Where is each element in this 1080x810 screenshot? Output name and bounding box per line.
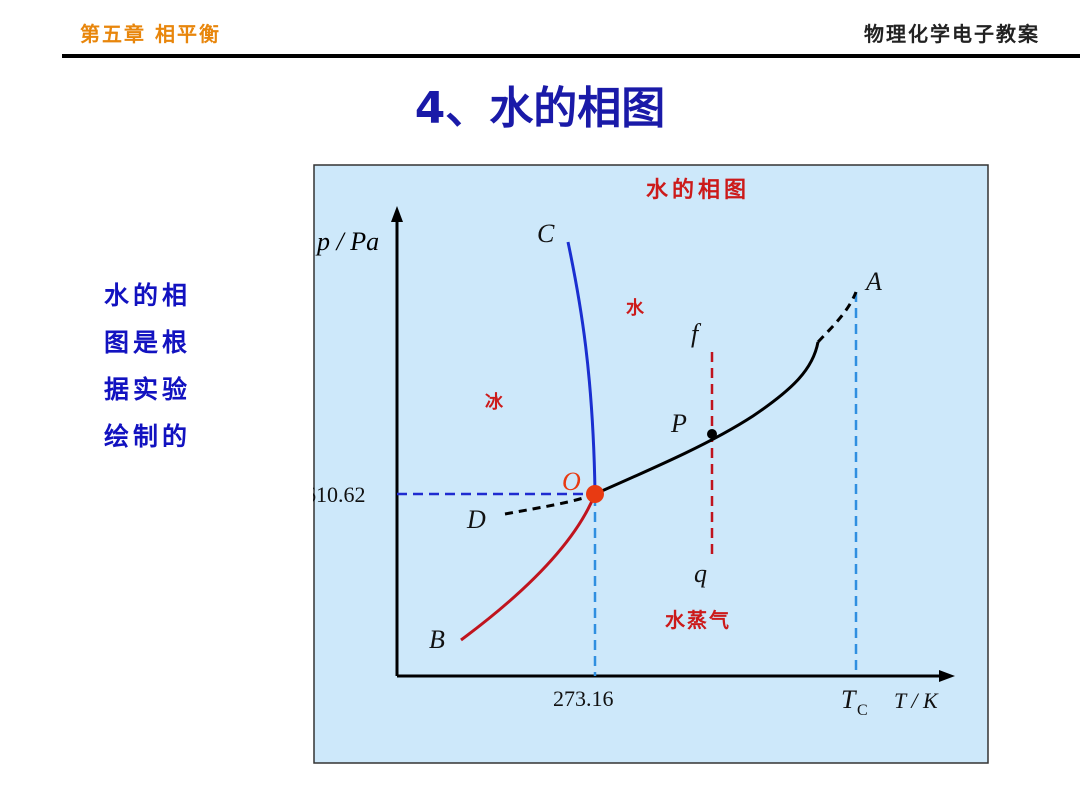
side-text-line: 图是根 [104, 328, 192, 357]
x-axis-label: T / K [894, 688, 939, 713]
course-header: 物理化学电子教案 [864, 22, 1040, 46]
slide-title: 4、水的相图 [414, 83, 666, 134]
region-ice-label: 冰 [485, 391, 504, 413]
critical-temperature-subscript: C [857, 702, 868, 719]
phase-diagram: 水的相图 p / Pa T / K 610.62 273.16 T C [305, 164, 989, 764]
diagram-title: 水的相图 [646, 177, 750, 203]
x-axis-arrow-icon [939, 670, 955, 682]
point-q-label: q [694, 559, 707, 588]
triple-point-marker [586, 485, 604, 503]
side-text-line: 绘制的 [104, 422, 192, 451]
phase-diagram-svg: 水的相图 p / Pa T / K 610.62 273.16 T C [305, 164, 989, 764]
fusion-curve-OC [566, 241, 597, 493]
point-A-label: A [864, 267, 882, 296]
point-P-marker [707, 429, 717, 439]
x-tick-label: 273.16 [553, 686, 614, 711]
diagram-background [313, 164, 989, 764]
point-D-label: D [466, 505, 486, 534]
vaporization-curve-OA [594, 341, 820, 496]
vaporization-curve-extension [816, 291, 858, 344]
y-tick-label: 610.62 [313, 482, 366, 507]
point-O-label: O [562, 467, 581, 496]
point-P-label: P [670, 409, 687, 438]
point-f-label: f [691, 319, 702, 348]
point-C-label: C [537, 219, 555, 248]
sublimation-curve-OB [460, 493, 597, 642]
region-vapor-label: 水蒸气 [665, 608, 731, 632]
side-description: 水的相 图是根 据实验 绘制的 [104, 272, 244, 460]
point-B-label: B [429, 625, 445, 654]
side-text-line: 水的相 [104, 281, 192, 310]
y-axis-label: p / Pa [315, 227, 379, 256]
y-axis-arrow-icon [391, 206, 403, 222]
chapter-header: 第五章 相平衡 [80, 22, 221, 46]
region-water-label: 水 [626, 297, 645, 319]
critical-temperature-label: T [841, 685, 857, 714]
side-text-line: 据实验 [104, 375, 192, 404]
header-divider [62, 54, 1080, 58]
